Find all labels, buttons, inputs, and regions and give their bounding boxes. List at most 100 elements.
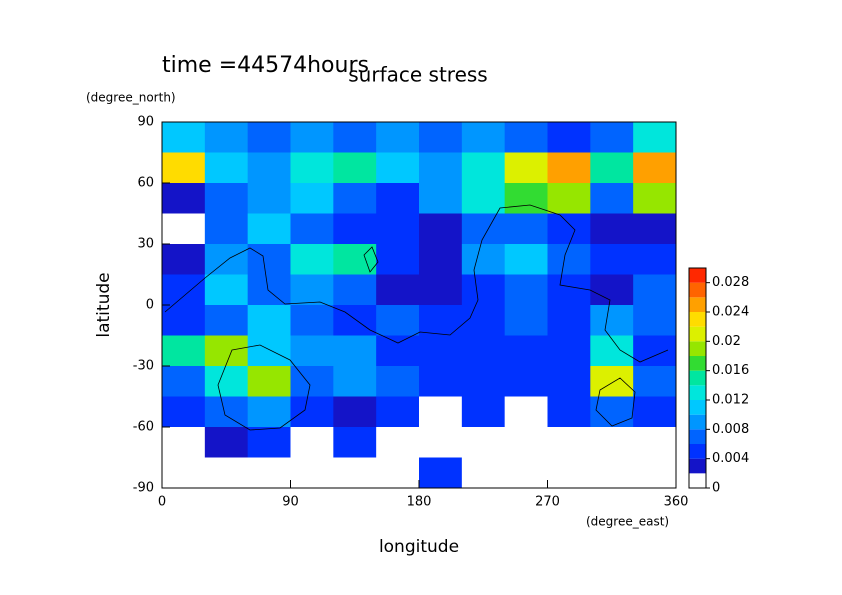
cell: [204, 335, 249, 367]
cell: [633, 366, 677, 397]
cell: [419, 213, 463, 245]
cell: [504, 274, 548, 306]
cell: [247, 427, 291, 458]
cell: [247, 213, 291, 245]
cell: [547, 244, 591, 275]
cell: [247, 244, 291, 275]
y-tick-label: 0: [146, 298, 154, 313]
cell: [247, 396, 291, 428]
cell: [590, 244, 634, 275]
cell: [290, 396, 334, 428]
x-unit: (degree_east): [586, 515, 669, 529]
cell: [162, 335, 206, 367]
cell: [376, 274, 420, 306]
cell: [204, 305, 249, 336]
chart-title: surface stress: [348, 63, 487, 87]
colorbar-swatch: [689, 268, 706, 283]
cell: [290, 122, 334, 153]
cell: [633, 305, 677, 336]
cell: [547, 152, 591, 184]
cell: [633, 335, 677, 367]
cell: [247, 152, 291, 184]
cell: [504, 335, 548, 367]
colorbar-swatch: [689, 297, 706, 312]
y-unit: (degree_north): [86, 91, 176, 105]
cell: [290, 183, 334, 214]
cell: [333, 183, 377, 214]
cell: [376, 457, 420, 489]
cell: [162, 274, 206, 306]
y-tick-label: 90: [137, 115, 154, 130]
cell: [376, 427, 420, 458]
cell: [461, 152, 506, 184]
colorbar-swatch: [689, 341, 706, 356]
cell: [162, 305, 206, 336]
cell: [633, 122, 677, 153]
colorbar-swatch: [689, 414, 706, 430]
cell: [376, 244, 420, 275]
cell: [290, 335, 334, 367]
cell: [590, 183, 634, 214]
colorbar-frame: [688, 267, 707, 489]
cell: [376, 122, 420, 153]
colorbar-swatch: [689, 444, 706, 459]
cell: [547, 457, 591, 489]
cell: [504, 457, 548, 489]
x-tick-label: 90: [282, 495, 299, 510]
coastline: [595, 377, 636, 427]
cell: [633, 274, 677, 306]
cell: [547, 305, 591, 336]
y-tick-label: -30: [133, 359, 154, 374]
colorbar-tick-label: 0: [712, 481, 720, 496]
cell: [204, 183, 249, 214]
cell: [376, 335, 420, 367]
y-tick-label: 30: [137, 237, 154, 252]
cell: [333, 335, 377, 367]
cell: [504, 244, 548, 275]
coastline: [363, 246, 379, 273]
cell: [633, 213, 677, 245]
cell: [504, 427, 548, 458]
cell: [590, 427, 634, 458]
cell: [290, 274, 334, 306]
cell: [376, 396, 420, 428]
coastline: [164, 204, 669, 363]
cell: [633, 244, 677, 275]
cell: [333, 213, 377, 245]
x-tick-label: 180: [407, 495, 432, 510]
cell: [162, 244, 206, 275]
cell: [419, 122, 463, 153]
cell: [590, 335, 634, 367]
cell: [461, 305, 506, 336]
cell: [590, 457, 634, 489]
cell: [162, 152, 206, 184]
colorbar-swatch: [689, 356, 706, 371]
colorbar-swatch: [689, 282, 706, 298]
cell: [204, 366, 249, 397]
cell: [504, 213, 548, 245]
cell: [290, 305, 334, 336]
colorbar-tick-label: 0.016: [712, 363, 749, 378]
cell: [461, 122, 506, 153]
y-tick-label: -90: [133, 481, 154, 496]
cell: [376, 305, 420, 336]
cell: [204, 427, 249, 458]
cell: [461, 427, 506, 458]
cell: [461, 244, 506, 275]
cell: [419, 274, 463, 306]
colorbar-tick-label: 0.008: [712, 422, 749, 437]
cell: [590, 122, 634, 153]
colorbar-swatch: [689, 400, 706, 415]
cell: [547, 396, 591, 428]
cell: [162, 213, 206, 245]
cell: [290, 366, 334, 397]
colorbar-swatch: [689, 370, 706, 386]
cell: [504, 366, 548, 397]
cell: [290, 213, 334, 245]
cell: [376, 366, 420, 397]
cell: [633, 396, 677, 428]
cell: [504, 396, 548, 428]
cell: [547, 335, 591, 367]
y-axis-title: latitude: [94, 272, 114, 337]
